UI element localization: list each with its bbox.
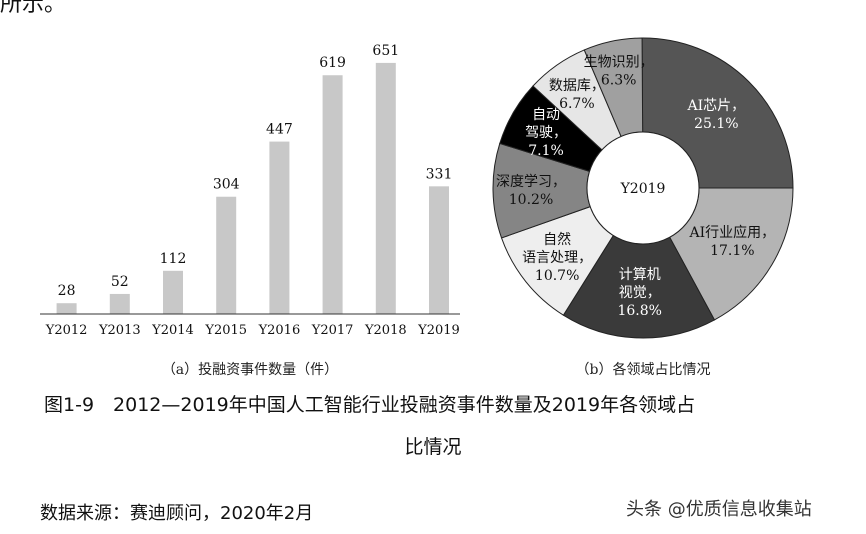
bar-Y2012 <box>56 303 77 314</box>
bar-value-label: 304 <box>213 177 240 193</box>
bar-chart: 28 Y2012 52 Y2013 112 Y2014 304 Y2015 447 Y2016 61… <box>45 43 460 338</box>
top-text-fragment: 所示。 <box>0 0 67 17</box>
pie-center-label: Y2019 <box>620 181 666 197</box>
x-tick-label: Y2019 <box>417 323 460 338</box>
bar-value-label: 28 <box>58 283 76 299</box>
bar-value-label: 52 <box>111 274 129 290</box>
slice-label: 深度学习， 10.2% <box>496 174 566 208</box>
x-tick-label: Y2018 <box>364 323 407 338</box>
bar-Y2018 <box>375 62 396 315</box>
slice-label: 数据库， 6.7% <box>549 78 605 112</box>
slice-label: AI芯片， 25.1% <box>686 98 745 132</box>
pie-chart-title: （b）各领域占比情况 <box>576 362 711 378</box>
bar-value-label: 331 <box>426 166 453 182</box>
figure-caption-line1: 图1-9 2012—2019年中国人工智能行业投融资事件数量及2019年各领域占 <box>44 394 696 416</box>
slice-label: AI行业应用， 17.1% <box>689 224 776 259</box>
bar-chart-title: （a）投融资事件数量（件） <box>162 362 338 378</box>
bar-Y2014 <box>163 270 183 314</box>
bar-value-label: 112 <box>160 251 187 267</box>
bar-Y2017 <box>322 75 343 314</box>
x-tick-label: Y2013 <box>98 323 141 338</box>
bar-value-label: 619 <box>319 55 346 71</box>
watermark-text: 头条 @优质信息收集站 <box>626 499 812 520</box>
slice-label: 自动驾驶， 7.1% <box>525 107 567 159</box>
bar-Y2016 <box>269 141 290 314</box>
bar-Y2015 <box>216 196 237 314</box>
donut-hole <box>586 131 700 245</box>
figure-caption-line2: 比情况 <box>404 436 462 458</box>
bar-Y2019 <box>429 186 449 314</box>
x-tick-label: Y2017 <box>311 323 354 338</box>
x-tick-label: Y2014 <box>151 323 194 338</box>
bar-value-label: 447 <box>266 122 293 138</box>
x-tick-label: Y2012 <box>45 323 88 338</box>
pie-chart: AI芯片， 25.1% AI行业应用， 17.1% 计算机视觉， 16.8% 自然语言处理，… <box>492 37 794 339</box>
charts-canvas: 28 Y2012 52 Y2013 112 Y2014 304 Y2015 447 Y2016 61… <box>40 37 794 378</box>
x-tick-label: Y2015 <box>204 323 247 338</box>
data-source-note: 数据来源：赛迪顾问，2020年2月 <box>40 503 314 524</box>
slice-label: 计算机视觉， 16.8% <box>617 267 661 319</box>
slice-label: 自然语言处理， 10.7% <box>522 231 592 284</box>
x-tick-label: Y2016 <box>258 323 301 338</box>
slice-label: 生物识别， 6.3% <box>584 54 654 88</box>
bar-value-label: 651 <box>372 43 399 59</box>
bar-Y2013 <box>109 293 130 314</box>
